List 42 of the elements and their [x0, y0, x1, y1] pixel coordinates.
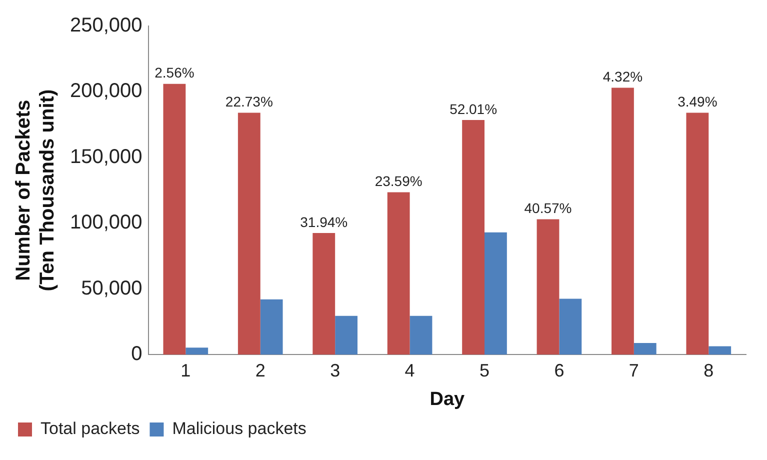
bar — [612, 88, 634, 355]
bar — [559, 298, 582, 355]
y-tick-label: 100,000 — [70, 212, 142, 234]
bar — [186, 348, 208, 355]
annotation: 31.94% — [300, 214, 348, 230]
x-tick-label: 5 — [479, 360, 490, 380]
y-tick-label: 150,000 — [70, 146, 142, 168]
bar — [387, 192, 410, 355]
x-tick-label: 8 — [704, 360, 714, 380]
bar — [484, 232, 507, 355]
y-tick-label: 200,000 — [70, 80, 142, 102]
legend-label: Malicious packets — [172, 419, 306, 438]
x-tick-label: 1 — [180, 360, 191, 380]
bar — [462, 120, 485, 355]
annotation: 2.56% — [154, 64, 194, 81]
bar — [536, 219, 560, 355]
x-tick-label: 3 — [330, 360, 340, 380]
bar — [410, 316, 432, 355]
bar — [335, 316, 358, 355]
annotation: 23.59% — [374, 173, 422, 190]
bar — [686, 112, 709, 355]
x-tick-label: 6 — [554, 360, 564, 380]
y-tick-label: 50,000 — [81, 277, 142, 300]
bar — [260, 299, 283, 355]
annotation: 22.73% — [225, 94, 273, 110]
bar — [312, 233, 336, 355]
annotation: 52.01% — [450, 100, 498, 117]
x-axis-title: Day — [430, 388, 466, 410]
bar — [163, 84, 186, 355]
x-tick-label: 7 — [628, 360, 639, 380]
legend-label: Total packets — [40, 419, 140, 438]
y-tick-label: 0 — [131, 343, 142, 366]
annotation: 4.32% — [602, 68, 643, 85]
annotation: 40.57% — [524, 200, 572, 216]
y-tick-label: 250,000 — [70, 14, 142, 37]
x-tick-label: 2 — [255, 360, 266, 380]
annotation: 3.49% — [678, 94, 718, 110]
y-axis-title: Number of Packets (Ten Thousands unit) — [12, 89, 59, 292]
bar — [708, 346, 732, 355]
bar — [238, 112, 260, 355]
x-tick-label: 4 — [404, 360, 415, 380]
bar — [634, 343, 656, 355]
